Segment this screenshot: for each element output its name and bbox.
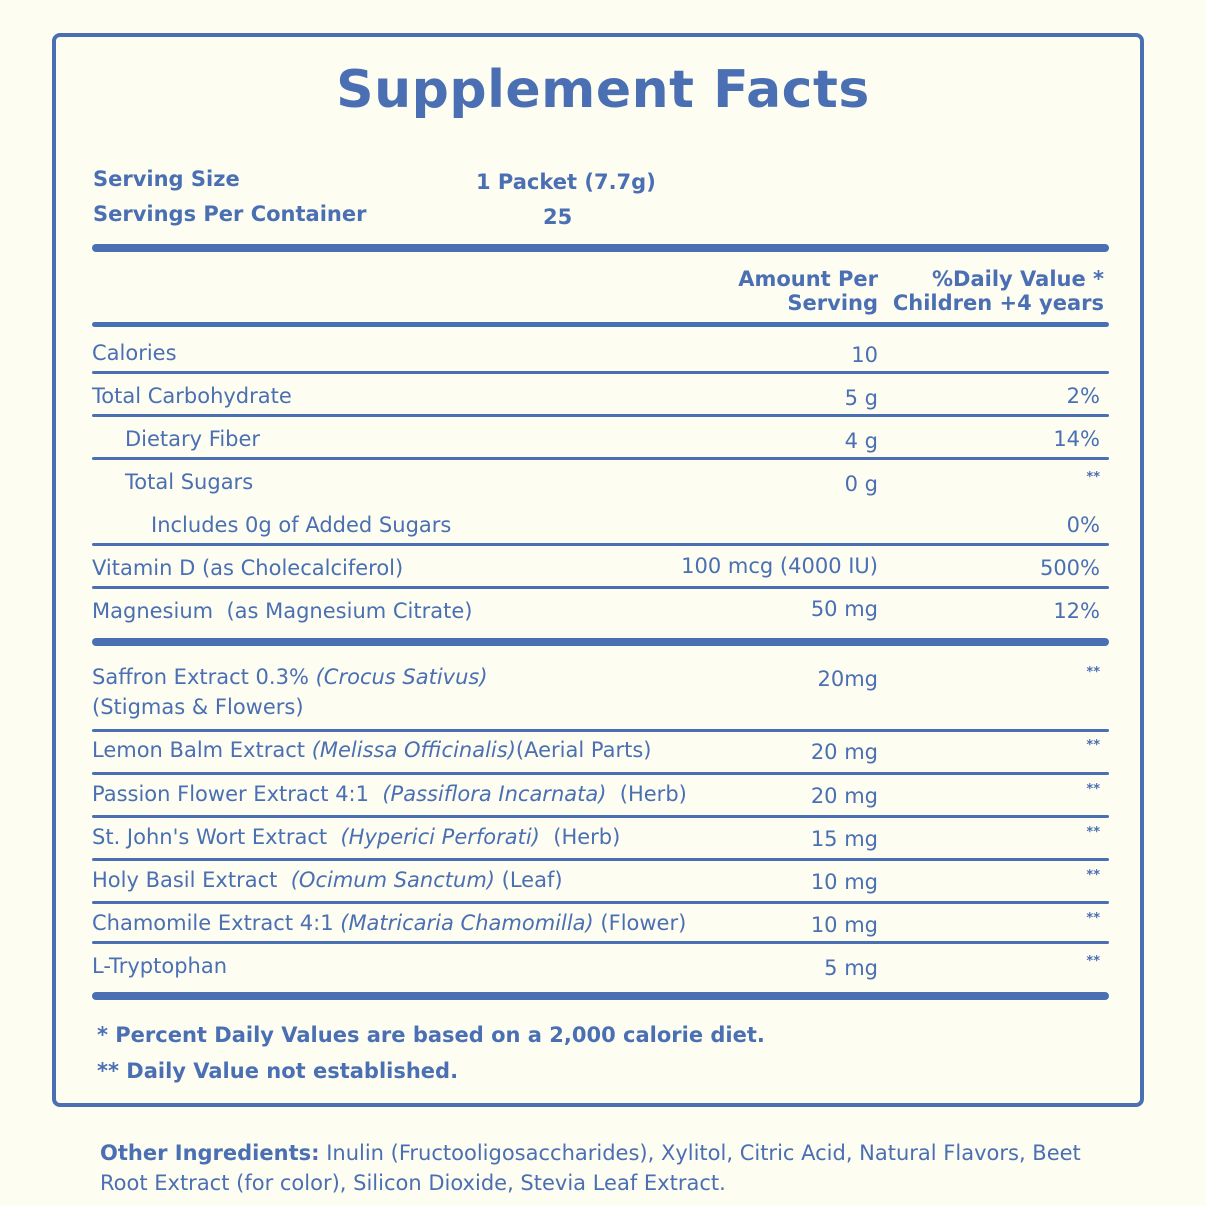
nutrient-name: Magnesium (as Magnesium Citrate) xyxy=(92,599,473,623)
serving-size-label: Serving Size xyxy=(93,167,240,191)
other-ingredients-label: Other Ingredients: xyxy=(100,1141,320,1165)
plant-part: (Herb) xyxy=(553,825,621,849)
plant-part: (Stigmas & Flowers) xyxy=(92,695,304,719)
divider xyxy=(92,371,1109,374)
botanical-name: Holy Basil Extract (Ocimum Sanctum) (Lea… xyxy=(92,868,563,892)
divider-thick xyxy=(92,244,1109,252)
nutrient-dv: 500% xyxy=(1039,556,1100,580)
nutrient-name: Calories xyxy=(92,341,177,365)
plant-part: (Aerial Parts) xyxy=(515,738,652,762)
botanical-dv: ** xyxy=(1086,665,1100,680)
nutrient-name: Total Sugars xyxy=(125,470,254,494)
divider xyxy=(92,941,1109,944)
divider xyxy=(92,858,1109,861)
botanical-dv: ** xyxy=(1086,911,1100,926)
divider xyxy=(92,457,1109,460)
nutrient-dv: 2% xyxy=(1066,384,1100,408)
latin-name: (Hyperici Perforati) xyxy=(340,825,540,849)
latin-name: (Ocimum Sanctum) xyxy=(290,868,495,892)
divider xyxy=(92,815,1109,818)
latin-name: (Melissa Officinalis) xyxy=(311,738,516,762)
botanical-amount: 20mg xyxy=(817,667,878,691)
nutrient-dv: 12% xyxy=(1053,599,1100,623)
botanical-dv: ** xyxy=(1086,825,1100,840)
divider xyxy=(92,414,1109,417)
botanical-amount: 20 mg xyxy=(810,740,878,764)
nutrient-amount: 10 xyxy=(851,343,878,367)
botanical-name: Passion Flower Extract 4:1 (Passiflora I… xyxy=(92,782,687,806)
nutrient-name: Total Carbohydrate xyxy=(92,384,292,408)
page-title: Supplement Facts xyxy=(336,60,870,120)
other-ingredients: Other Ingredients: Inulin (Fructooligosa… xyxy=(100,1138,1110,1198)
plant-part: (Herb) xyxy=(619,782,687,806)
nutrient-dv: 0% xyxy=(1066,513,1100,537)
botanical-amount: 10 mg xyxy=(810,913,878,937)
daily-value-header: %Daily Value * Children +4 years xyxy=(892,267,1104,315)
nutrient-dv: 14% xyxy=(1053,427,1100,451)
botanical-dv: ** xyxy=(1086,954,1100,969)
nutrient-dv: ** xyxy=(1086,470,1100,485)
nutrient-amount: 5 g xyxy=(844,386,878,410)
botanical-name: Lemon Balm Extract (Melissa Officinalis)… xyxy=(92,738,652,762)
amount-per-serving-header: Amount Per Serving xyxy=(738,267,878,315)
botanical-name: L-Tryptophan xyxy=(92,954,228,978)
botanical-dv: ** xyxy=(1086,868,1100,883)
nutrient-name: Dietary Fiber xyxy=(125,427,261,451)
botanical-name: St. John's Wort Extract (Hyperici Perfor… xyxy=(92,825,621,849)
divider xyxy=(92,729,1109,732)
divider-header xyxy=(92,322,1109,327)
divider-thick xyxy=(92,992,1109,1000)
nutrient-amount: 0 g xyxy=(844,472,878,496)
divider xyxy=(92,772,1109,775)
divider xyxy=(92,901,1109,904)
latin-name: (Passiflora Incarnata) xyxy=(382,782,607,806)
nutrient-name: Vitamin D (as Cholecalciferol) xyxy=(92,556,404,580)
botanical-amount: 5 mg xyxy=(824,956,878,980)
other-ingredients-text: Inulin (Fructooligosaccharides), Xylitol… xyxy=(100,1141,1081,1195)
plant-part: (Flower) xyxy=(600,911,687,935)
botanical-dv: ** xyxy=(1086,782,1100,797)
latin-name: (Matricaria Chamomilla) xyxy=(340,911,594,935)
botanical-name: Saffron Extract 0.3% (Crocus Sativus) (St… xyxy=(92,665,488,719)
footnote-not-established: ** Daily Value not established. xyxy=(97,1059,459,1083)
botanical-amount: 10 mg xyxy=(810,870,878,894)
latin-name: (Crocus Sativus) xyxy=(315,665,488,689)
footnote-daily-value-basis: * Percent Daily Values are based on a 2,… xyxy=(97,1023,765,1047)
servings-per-container-label: Servings Per Container xyxy=(93,202,367,226)
supplement-facts-panel xyxy=(52,33,1144,1107)
divider xyxy=(92,586,1109,589)
botanical-name: Chamomile Extract 4:1 (Matricaria Chamom… xyxy=(92,911,687,935)
nutrient-amount: 50 mg xyxy=(810,597,878,621)
nutrient-name: Includes 0g of Added Sugars xyxy=(151,513,452,537)
botanical-amount: 15 mg xyxy=(810,827,878,851)
botanical-dv: ** xyxy=(1086,738,1100,753)
divider-thick xyxy=(92,638,1109,646)
botanical-amount: 20 mg xyxy=(810,784,878,808)
servings-per-container-value: 25 xyxy=(543,205,573,229)
nutrient-amount: 100 mcg (4000 IU) xyxy=(681,554,878,578)
divider xyxy=(92,543,1109,546)
serving-size-value: 1 Packet (7.7g) xyxy=(476,170,656,194)
nutrient-amount: 4 g xyxy=(844,429,878,453)
plant-part: (Leaf) xyxy=(501,868,563,892)
